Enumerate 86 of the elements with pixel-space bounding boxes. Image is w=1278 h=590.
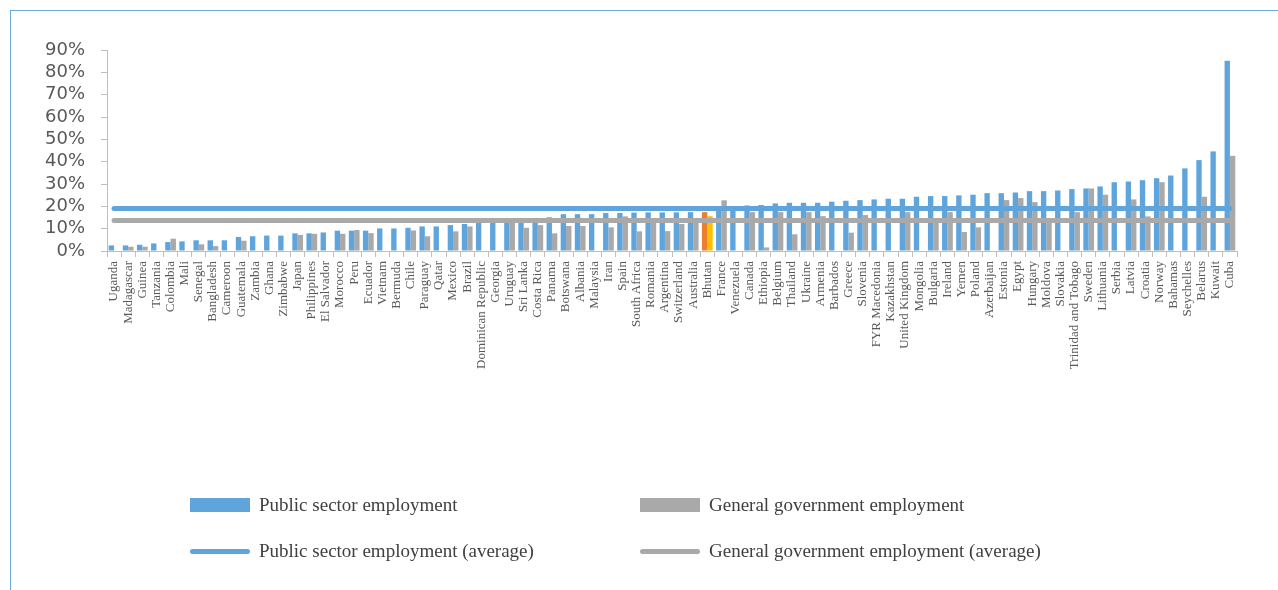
x-tick-label: Australia — [684, 260, 700, 309]
x-tick-label: Peru — [345, 260, 361, 285]
x-tick-label: Seychelles — [1178, 261, 1194, 317]
x-tick-label: Bhutan — [698, 260, 714, 299]
x-tick-label: Guatemala — [232, 260, 248, 318]
y-tick-label: 10% — [44, 216, 85, 238]
x-tick-label: Trinidad and Tobago — [1065, 261, 1081, 370]
y-tick-label: 90% — [44, 37, 85, 59]
x-tick-label: Paraguay — [416, 260, 432, 310]
x-tick-label: Belgium — [769, 261, 785, 306]
x-tick-label: Canada — [741, 260, 757, 300]
x-tick-label: Albania — [571, 260, 587, 303]
x-tick-label: Madagascar — [119, 260, 135, 324]
x-tick-label: Cuba — [1221, 260, 1237, 289]
x-tick-label: Switzerland — [670, 260, 686, 324]
y-tick-label: 0% — [56, 238, 85, 260]
x-tick-label: Morocco — [331, 261, 347, 308]
x-tick-label: South Africa — [628, 260, 644, 328]
x-tick-label: Serbia — [1108, 260, 1124, 295]
y-tick-label: 80% — [44, 60, 85, 82]
x-tick-label: Dominican Republic — [472, 260, 488, 369]
x-tick-label: Slovenia — [854, 260, 870, 307]
x-tick-label: Bermuda — [387, 260, 403, 309]
y-tick-label: 40% — [44, 149, 85, 171]
x-tick-label: Venezuela — [726, 260, 742, 315]
x-tick-label: Poland — [967, 260, 983, 298]
x-tick-label: Estonia — [995, 260, 1011, 300]
x-tick-label: Chile — [402, 260, 418, 290]
x-tick-label: Tanzania — [147, 260, 163, 308]
x-tick-label: Azerbaijan — [981, 260, 997, 319]
x-tick-label: Costa Rica — [529, 260, 545, 318]
legend-label: Public sector employment (average) — [259, 540, 534, 562]
x-tick-label: Philippines — [303, 261, 319, 320]
x-tick-label: Vietnam — [373, 261, 389, 305]
x-tick-label: Malaysia — [585, 260, 601, 309]
x-tick-label: Ghana — [260, 260, 276, 295]
y-tick-label: 20% — [44, 194, 85, 216]
x-tick-label: Thailand — [783, 260, 799, 308]
x-tick-label: Hungary — [1023, 260, 1039, 307]
x-tick-label: Ecuador — [359, 260, 375, 305]
x-tick-label: Egypt — [1009, 260, 1025, 293]
x-tick-label: Senegal — [190, 260, 206, 303]
x-tick-label: Croatia — [1136, 260, 1152, 300]
x-tick-label: Kazakhstan — [882, 260, 898, 322]
x-tick-label: Zimbabwe — [274, 260, 290, 317]
y-tick-label: 60% — [44, 104, 85, 126]
x-tick-label: Mongolia — [910, 260, 926, 312]
x-tick-label: Armenia — [811, 260, 827, 307]
x-tick-label: Brazil — [458, 260, 474, 293]
x-tick-label: Yemen — [952, 260, 968, 298]
x-tick-label: Norway — [1150, 260, 1166, 303]
x-tick-label: Qatar — [430, 260, 446, 290]
x-tick-label: Ethiopia — [755, 260, 771, 306]
x-tick-label: Zambia — [246, 260, 262, 301]
x-tick-label: Latvia — [1122, 260, 1138, 295]
x-tick-label: Uganda — [105, 260, 121, 302]
x-tick-label: France — [712, 260, 728, 297]
x-tick-label: Bangladesh — [204, 260, 220, 322]
x-tick-label: Lithuania — [1094, 260, 1110, 311]
x-tick-label: Japan — [289, 260, 305, 291]
x-tick-label: Slovakia — [1051, 260, 1067, 307]
y-tick-label: 30% — [44, 171, 85, 193]
x-tick-label: Mexico — [444, 261, 460, 301]
x-tick-label: Botswana — [557, 260, 573, 313]
legend-label: General government employment (average) — [709, 540, 1041, 562]
x-tick-label: FYR Macedonia — [868, 260, 884, 348]
x-tick-label: Greece — [839, 260, 855, 298]
x-tick-label: Mali — [176, 260, 192, 286]
x-tick-label: Sri Lanka — [515, 260, 531, 312]
x-tick-label: Barbados — [825, 261, 841, 311]
x-tick-label: Panama — [543, 260, 559, 303]
x-tick-label: Romania — [642, 260, 658, 308]
y-tick-label: 50% — [44, 127, 85, 149]
x-tick-label: United Kingdom — [896, 261, 912, 349]
legend-label: Public sector employment — [259, 494, 458, 516]
legend-label: General government employment — [709, 494, 965, 516]
y-tick-label: 70% — [44, 82, 85, 104]
x-tick-label: Colombia — [161, 260, 177, 313]
x-tick-label: El Salvador — [317, 260, 333, 323]
x-tick-label: Kuwait — [1207, 260, 1223, 300]
x-tick-label: Ukraine — [797, 260, 813, 303]
x-tick-label: Spain — [613, 260, 629, 291]
x-tick-label: Argentina — [656, 260, 672, 313]
x-tick-label: Cameroon — [218, 260, 234, 316]
x-tick-label: Sweden — [1080, 260, 1096, 303]
x-tick-label: Belarus — [1193, 261, 1209, 301]
